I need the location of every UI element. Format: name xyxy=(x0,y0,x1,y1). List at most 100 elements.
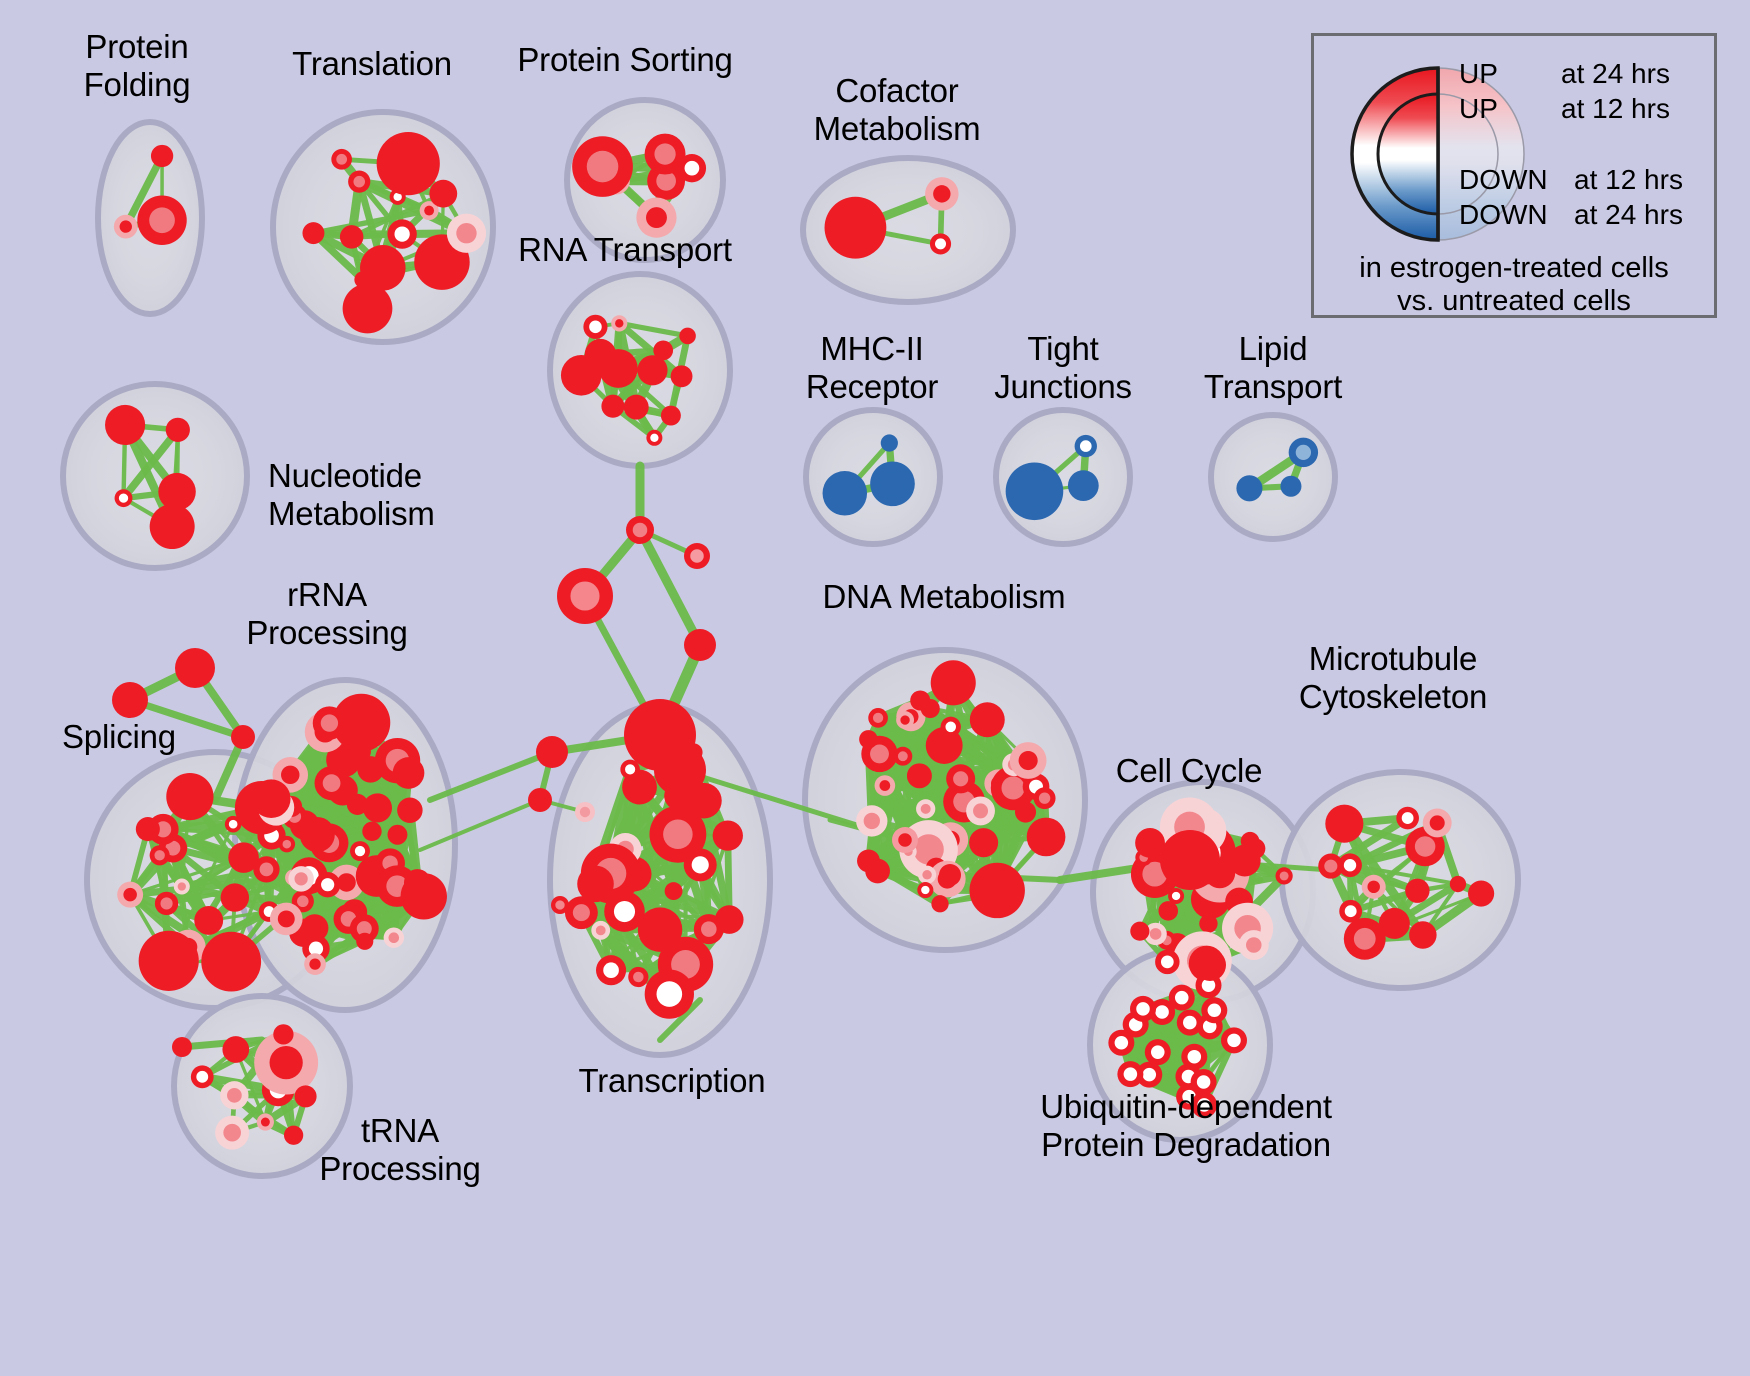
node-translation[interactable] xyxy=(387,219,417,249)
node-rrna-processing[interactable] xyxy=(397,797,423,824)
node-mhc-ii-receptor[interactable] xyxy=(880,434,898,452)
node-cell-cycle[interactable] xyxy=(1199,914,1218,933)
node-translation[interactable] xyxy=(331,148,353,170)
node-dna-metabolism[interactable] xyxy=(1014,801,1037,823)
node-linker[interactable] xyxy=(575,802,595,822)
node-cofactor-metabolism[interactable] xyxy=(929,233,952,255)
node-linker[interactable] xyxy=(939,864,961,886)
node-dna-metabolism[interactable] xyxy=(969,702,1005,738)
node-splicing[interactable] xyxy=(220,883,250,912)
node-linker[interactable] xyxy=(892,827,918,853)
node-transcription[interactable] xyxy=(620,759,640,780)
node-dna-metabolism[interactable] xyxy=(868,708,888,728)
node-transcription[interactable] xyxy=(628,966,649,988)
node-transcription[interactable] xyxy=(714,905,744,934)
node-cofactor-metabolism[interactable] xyxy=(824,196,887,259)
node-rrna-processing[interactable] xyxy=(304,953,326,975)
node-rna-transport[interactable] xyxy=(560,354,602,396)
node-cell-cycle[interactable] xyxy=(1155,949,1180,975)
node-linker[interactable] xyxy=(536,736,568,768)
node-protein-sorting[interactable] xyxy=(644,133,686,175)
node-dna-metabolism[interactable] xyxy=(910,690,931,711)
node-rrna-processing[interactable] xyxy=(349,914,379,944)
node-rna-transport[interactable] xyxy=(623,394,649,420)
node-microtubule-cytoskeleton[interactable] xyxy=(1409,921,1437,949)
node-protein-folding[interactable] xyxy=(150,144,174,168)
node-cell-cycle[interactable] xyxy=(1238,930,1269,960)
node-ubiquitin-degradation[interactable] xyxy=(1220,1027,1247,1054)
node-trna-processing[interactable] xyxy=(294,1085,317,1108)
node-protein-sorting[interactable] xyxy=(636,197,677,238)
node-splicing[interactable] xyxy=(228,842,259,873)
node-rna-transport[interactable] xyxy=(653,340,674,361)
node-rrna-processing[interactable] xyxy=(288,866,314,892)
node-rna-transport[interactable] xyxy=(611,315,628,332)
node-trna-processing[interactable] xyxy=(256,1113,274,1131)
node-protein-sorting[interactable] xyxy=(677,154,707,183)
node-ubiquitin-degradation[interactable] xyxy=(1108,1029,1135,1056)
node-rrna-processing[interactable] xyxy=(312,706,347,740)
node-splicing[interactable] xyxy=(224,815,242,833)
node-translation[interactable] xyxy=(376,132,440,196)
node-linker[interactable] xyxy=(551,896,569,914)
node-microtubule-cytoskeleton[interactable] xyxy=(1422,808,1452,838)
node-nucleotide-metabolism[interactable] xyxy=(105,404,146,446)
node-splicing[interactable] xyxy=(135,817,160,842)
node-microtubule-cytoskeleton[interactable] xyxy=(1361,874,1386,899)
node-linker[interactable] xyxy=(557,568,613,624)
node-ubiquitin-degradation[interactable] xyxy=(1130,995,1157,1022)
node-microtubule-cytoskeleton[interactable] xyxy=(1449,875,1467,893)
node-rna-transport[interactable] xyxy=(646,429,663,446)
node-rna-transport[interactable] xyxy=(583,314,608,339)
node-dna-metabolism[interactable] xyxy=(930,660,976,706)
node-rna-transport[interactable] xyxy=(660,405,681,426)
node-protein-folding[interactable] xyxy=(113,214,138,239)
node-translation[interactable] xyxy=(419,201,439,221)
node-microtubule-cytoskeleton[interactable] xyxy=(1378,907,1410,939)
node-splicing[interactable] xyxy=(201,931,262,992)
node-nucleotide-metabolism[interactable] xyxy=(149,504,195,550)
node-dna-metabolism[interactable] xyxy=(978,881,1008,910)
node-translation[interactable] xyxy=(429,179,458,208)
node-cell-cycle[interactable] xyxy=(1168,887,1185,905)
node-dna-metabolism[interactable] xyxy=(916,799,936,819)
node-nucleotide-metabolism[interactable] xyxy=(158,472,196,511)
node-dna-metabolism[interactable] xyxy=(893,746,913,766)
node-rrna-processing[interactable] xyxy=(383,927,405,948)
node-cell-cycle[interactable] xyxy=(1275,867,1293,885)
node-microtubule-cytoskeleton[interactable] xyxy=(1318,853,1344,879)
node-lipid-transport[interactable] xyxy=(1280,475,1302,497)
node-translation[interactable] xyxy=(348,170,371,193)
node-translation[interactable] xyxy=(342,283,393,334)
node-microtubule-cytoskeleton[interactable] xyxy=(1338,853,1362,878)
node-rna-transport[interactable] xyxy=(637,355,668,386)
node-splicing[interactable] xyxy=(173,878,190,895)
node-tight-junctions[interactable] xyxy=(1005,462,1064,521)
node-cell-cycle[interactable] xyxy=(1135,828,1165,858)
node-dna-metabolism[interactable] xyxy=(856,805,888,837)
node-trna-processing[interactable] xyxy=(283,1125,304,1145)
node-ubiquitin-degradation[interactable] xyxy=(1136,1061,1163,1088)
node-dna-metabolism[interactable] xyxy=(940,716,961,737)
node-transcription[interactable] xyxy=(686,782,722,819)
node-dna-metabolism[interactable] xyxy=(1026,817,1066,857)
node-transcription[interactable] xyxy=(591,920,611,940)
node-dna-metabolism[interactable] xyxy=(1033,787,1056,810)
node-microtubule-cytoskeleton[interactable] xyxy=(1396,806,1419,830)
node-trna-processing[interactable] xyxy=(220,1081,249,1110)
node-lipid-transport[interactable] xyxy=(1236,475,1263,502)
node-dna-metabolism[interactable] xyxy=(865,858,890,884)
node-dna-metabolism[interactable] xyxy=(931,895,949,913)
node-transcription[interactable] xyxy=(683,848,717,882)
node-dna-metabolism[interactable] xyxy=(917,865,937,884)
node-trna-processing[interactable] xyxy=(254,1030,319,1095)
node-dna-metabolism[interactable] xyxy=(896,711,915,730)
node-linker[interactable] xyxy=(112,682,148,718)
node-trna-processing[interactable] xyxy=(273,1024,294,1045)
node-splicing[interactable] xyxy=(194,906,224,935)
node-microtubule-cytoskeleton[interactable] xyxy=(1339,899,1363,923)
node-rrna-processing[interactable] xyxy=(387,824,408,845)
node-transcription[interactable] xyxy=(577,865,614,903)
node-transcription[interactable] xyxy=(712,820,743,851)
node-cofactor-metabolism[interactable] xyxy=(925,177,959,211)
